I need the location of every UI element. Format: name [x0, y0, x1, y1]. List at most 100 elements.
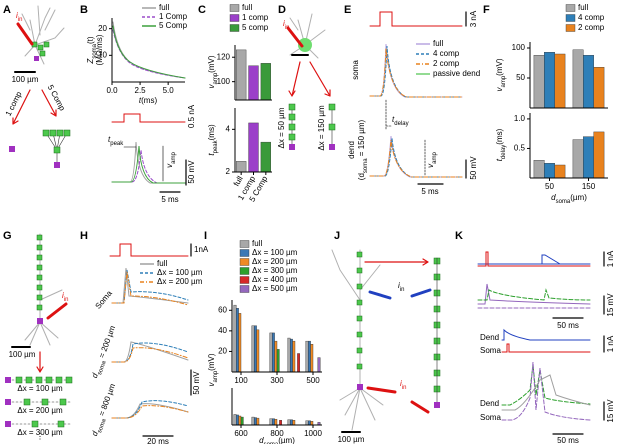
stimulus-label-part: i	[16, 11, 18, 20]
y-axis-label: vamp(mV)	[207, 55, 218, 88]
y-axis-label-part: t	[207, 153, 216, 156]
bar	[317, 357, 321, 373]
chain-label: Δx = 50 µm	[277, 107, 286, 148]
stimulus-label: iin	[400, 379, 406, 390]
bar	[292, 420, 296, 426]
current-trace	[109, 243, 189, 257]
y-axis-label-part: soma	[92, 43, 98, 58]
stimulus-label-part: in	[285, 25, 290, 31]
scale-bar	[142, 243, 192, 437]
trace-label: soma	[351, 60, 360, 80]
stimulus-label-part: i	[283, 19, 285, 28]
trace-label: Soma	[480, 346, 501, 355]
scale-label: 15 mV	[606, 399, 615, 423]
legend-label: full	[252, 239, 262, 248]
soma	[5, 421, 11, 427]
more: ⋮	[36, 432, 44, 441]
stimulus-label-part: i	[62, 291, 64, 300]
legend-label: passive dend	[433, 69, 480, 78]
panel-label: F	[483, 4, 490, 16]
scale-label: 50 ms	[557, 321, 579, 330]
annotation-part: delay	[394, 121, 408, 127]
bar	[248, 65, 259, 101]
compartments	[15, 376, 73, 428]
legend-label: Δx = 100 µm	[252, 248, 298, 257]
scale-label: 1 nA	[606, 335, 615, 352]
panel-label: E	[344, 4, 351, 16]
bar	[269, 332, 273, 373]
trace-label-part: soma	[97, 359, 108, 375]
bar	[554, 164, 566, 179]
bar	[287, 419, 291, 426]
x-tick-label: 600	[234, 429, 248, 438]
bar	[310, 421, 314, 426]
electrode	[46, 302, 68, 320]
scale-label: 100 µm	[9, 350, 36, 359]
electrode	[368, 288, 432, 300]
bar	[248, 122, 259, 173]
dendrite-area	[298, 38, 312, 52]
x-axis-label-part: t	[139, 96, 142, 105]
legend-patch	[239, 285, 250, 293]
panel-label: K	[455, 230, 463, 242]
legend-label: 4 comp	[578, 13, 605, 22]
y-tick-label: 20	[98, 24, 107, 33]
scale-label: 100 µm	[12, 75, 39, 84]
annotation-part: v	[426, 163, 435, 168]
branch-label: 1 comp	[4, 90, 24, 118]
soma	[434, 402, 440, 408]
legend-label: 4 comp	[433, 49, 460, 58]
trace	[477, 288, 591, 301]
bar	[236, 161, 247, 173]
electrode	[286, 26, 304, 48]
stimulus-label: iin	[62, 291, 68, 302]
x-axis-label-part: (ms)	[141, 96, 157, 105]
trace-label: Soma	[480, 413, 501, 422]
y-axis-label-part: (mV)	[495, 58, 504, 76]
y-axis-label: (MΩ/ms)	[95, 34, 104, 65]
bar	[533, 55, 545, 109]
y-axis-label-part: (ms)	[207, 124, 216, 140]
trace	[111, 342, 189, 363]
trace	[111, 341, 189, 363]
stimulus-label-part: in	[64, 297, 69, 303]
current-trace	[477, 251, 591, 267]
stimulus-label-part: in	[18, 17, 23, 23]
soma	[5, 377, 11, 383]
panel-label: D	[278, 4, 286, 16]
scale-bar	[417, 11, 467, 185]
bar	[276, 349, 280, 373]
scale-label: 0.5 nA	[187, 104, 196, 128]
trace	[369, 135, 463, 178]
current-trace	[501, 328, 591, 341]
compartments	[36, 234, 43, 311]
y-axis-label: tpeak(ms)	[207, 124, 218, 156]
y-axis-label-part: t	[495, 158, 504, 161]
soma	[5, 399, 11, 405]
scale-label: 20 ms	[147, 437, 169, 444]
legend-patch	[239, 258, 250, 266]
trace-label: Soma	[94, 288, 115, 310]
bar	[292, 340, 296, 373]
scale-label: 1 nA	[606, 250, 615, 267]
annotation-part: v	[165, 163, 174, 168]
chain-label: Δx = 300 µm	[17, 428, 63, 437]
x-axis-label-part: soma	[264, 442, 279, 444]
x-axis-label: t(ms)	[139, 96, 158, 105]
legend-label: Δx = 400 µm	[252, 275, 298, 284]
bar	[533, 160, 545, 179]
legend-label: full	[578, 3, 588, 12]
bar	[583, 136, 594, 179]
arrow	[36, 351, 44, 373]
legend-label: 2 comp	[433, 59, 460, 68]
x-tick-label: 0.0	[106, 86, 118, 95]
trace-label: Dend	[480, 399, 499, 408]
x-tick-label: 150	[582, 182, 596, 191]
trace-label-part: d	[90, 430, 100, 438]
marker	[123, 145, 164, 182]
y-axis-label-part: amp	[501, 75, 507, 87]
bar	[544, 163, 555, 179]
scale-label: 15 mV	[606, 293, 615, 317]
